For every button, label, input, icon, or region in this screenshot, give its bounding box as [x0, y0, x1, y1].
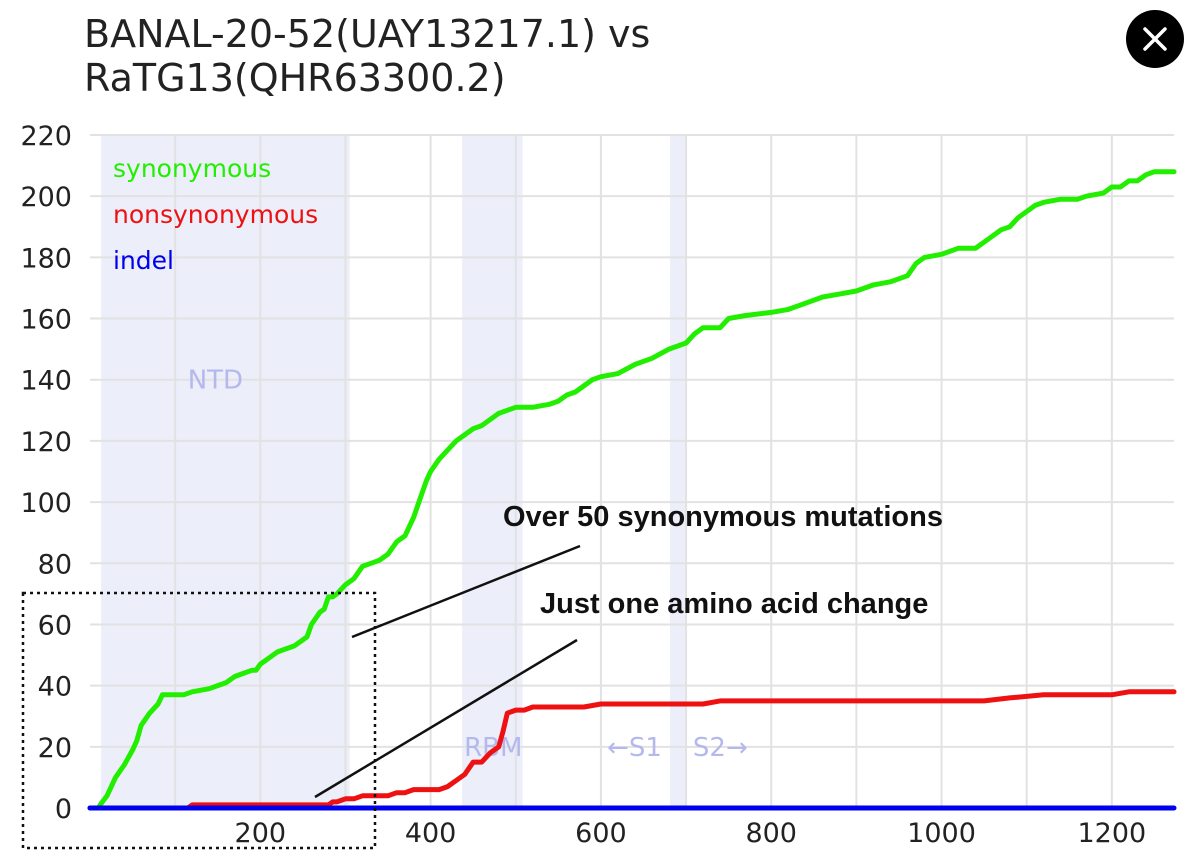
close-button[interactable]	[1126, 10, 1184, 68]
legend-entry-indel: indel	[113, 246, 174, 275]
annotation-pointer-synonymous	[351, 544, 581, 639]
region-label-s1: ←S1	[607, 733, 662, 763]
region-label-s2: S2→	[693, 733, 748, 763]
y-tick-label-0: 0	[55, 794, 72, 825]
y-tick-label-220: 220	[20, 121, 72, 152]
series-line-synonymous	[87, 169, 1177, 811]
title-line-1: BANAL-20-52(UAY13217.1) vs	[84, 12, 651, 56]
y-tick-label-160: 160	[20, 305, 72, 336]
y-tick-label-100: 100	[20, 488, 72, 519]
y-tick-label-80: 80	[38, 549, 72, 580]
legend-entry-nonsynonymous: nonsynonymous	[113, 200, 318, 229]
y-tick-label-40: 40	[38, 672, 72, 703]
x-tick-label-200: 200	[235, 818, 287, 849]
region-band-1	[462, 135, 523, 808]
title-line-2: RaTG13(QHR63300.2)	[84, 56, 506, 100]
region-label-ntd: NTD	[188, 366, 243, 396]
y-tick-label-140: 140	[20, 366, 72, 397]
chart-title: BANAL-20-52(UAY13217.1) vs RaTG13(QHR633…	[84, 12, 650, 100]
y-tick-label-120: 120	[20, 427, 72, 458]
x-tick-label-800: 800	[745, 818, 797, 849]
annotation-synonymous: Over 50 synonymous mutations	[503, 501, 943, 533]
y-tick-label-180: 180	[20, 243, 72, 274]
x-tick-label-1200: 1200	[1077, 818, 1146, 849]
x-tick-label-600: 600	[575, 818, 627, 849]
legend-entry-synonymous: synonymous	[113, 154, 271, 183]
x-tick-label-400: 400	[405, 818, 457, 849]
y-tick-label-60: 60	[38, 610, 72, 641]
x-tick-label-1000: 1000	[907, 818, 976, 849]
highlight-box	[21, 591, 377, 850]
y-tick-label-200: 200	[20, 182, 72, 213]
annotation-amino: Just one amino acid change	[540, 588, 928, 620]
region-band-2	[669, 135, 687, 808]
series-line-nonsynonymous	[87, 689, 1177, 811]
region-band-0	[101, 135, 350, 808]
y-tick-label-20: 20	[38, 733, 72, 764]
annotation-pointer-amino	[314, 638, 578, 799]
close-icon	[1143, 27, 1167, 51]
